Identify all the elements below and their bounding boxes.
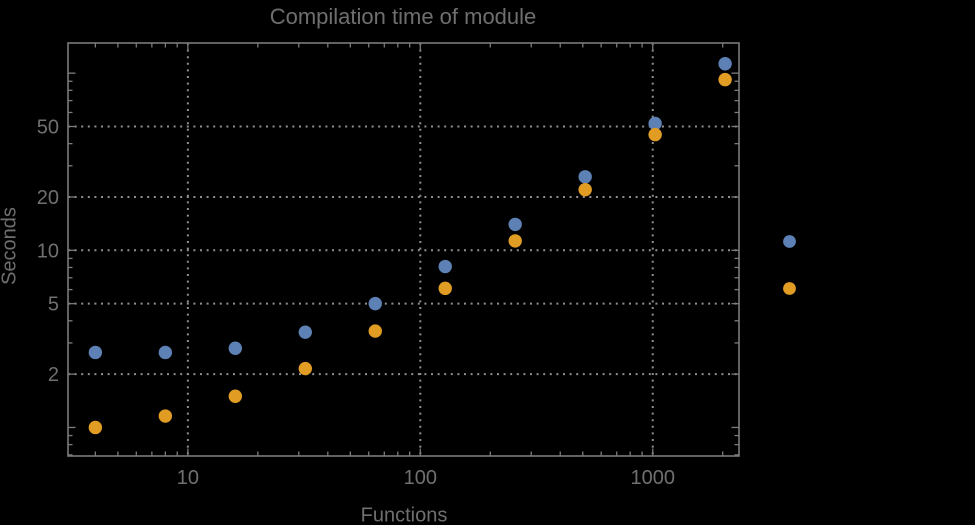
data-point-series-1-blue <box>718 57 732 71</box>
y-tick-label: 20 <box>37 187 59 209</box>
x-tick-label: 10 <box>177 467 199 489</box>
data-point-series-1-blue <box>228 341 243 355</box>
data-point-series-2-orange <box>298 361 312 376</box>
data-point-series-1-blue <box>578 170 592 184</box>
x-tick-label: 1000 <box>630 467 675 489</box>
plot-frame <box>67 42 740 457</box>
data-point-series-2-orange <box>228 389 243 403</box>
y-tick-label: 2 <box>48 364 59 386</box>
x-tick-label: 100 <box>404 467 437 489</box>
data-point-series-1-blue <box>508 217 522 232</box>
data-point-series-1-blue <box>88 345 103 360</box>
data-point-series-2-orange <box>438 281 452 296</box>
data-point-series-2-orange <box>718 72 732 87</box>
legend-marker-series-2 <box>783 282 796 295</box>
chart-title: Compilation time of module <box>269 4 537 29</box>
y-tick-label: 5 <box>48 294 59 316</box>
y-tick-label: 50 <box>37 116 59 138</box>
data-point-series-2-orange <box>158 409 173 423</box>
data-point-series-2-orange <box>648 127 662 142</box>
y-axis-label: Seconds <box>0 207 21 285</box>
data-point-series-1-blue <box>648 116 662 131</box>
data-point-series-1-blue <box>368 296 382 311</box>
data-point-series-2-orange <box>88 420 103 435</box>
y-tick-label: 10 <box>37 240 59 262</box>
data-point-series-2-orange <box>508 234 522 248</box>
legend-marker-series-1 <box>783 235 796 248</box>
data-point-series-2-orange <box>368 324 382 338</box>
data-point-series-1-blue <box>298 325 312 339</box>
x-axis-label: Functions <box>360 504 448 525</box>
data-point-series-1-blue <box>438 259 452 274</box>
data-point-series-1-blue <box>158 345 173 360</box>
data-point-series-2-orange <box>578 182 592 197</box>
